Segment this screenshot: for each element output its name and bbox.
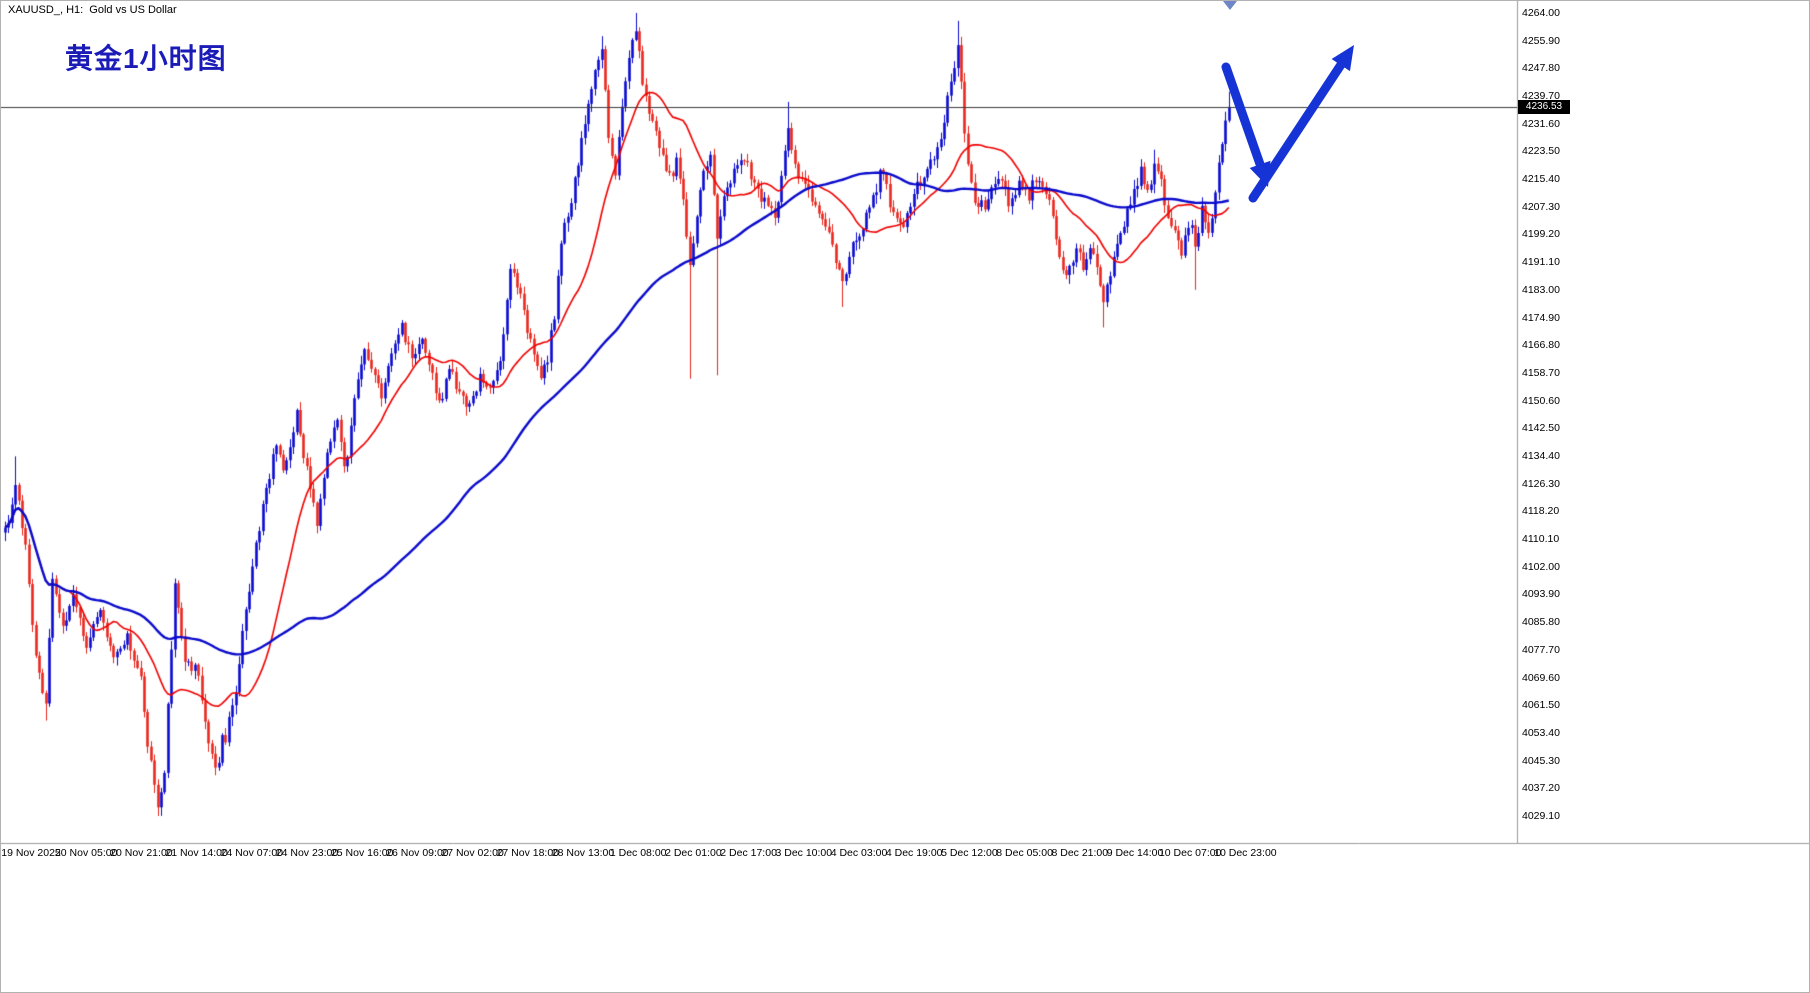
price-tick-label: 4255.90 xyxy=(1522,34,1560,47)
price-tick-label: 4118.20 xyxy=(1522,505,1560,518)
price-tick-label: 4158.70 xyxy=(1522,366,1560,379)
price-tick-label: 4215.40 xyxy=(1522,173,1560,186)
price-tick-label: 4061.50 xyxy=(1522,699,1560,712)
time-tick-label: 24 Nov 07:00 xyxy=(220,847,284,859)
time-tick-label: 21 Nov 14:00 xyxy=(165,847,228,859)
price-tick-label: 4110.10 xyxy=(1522,533,1560,546)
time-tick-label: 4 Dec 19:00 xyxy=(885,847,943,859)
time-tick-label: 26 Nov 09:00 xyxy=(386,847,449,859)
time-tick-label: 1 Dec 08:00 xyxy=(609,847,667,859)
time-tick-label: 4 Dec 03:00 xyxy=(830,847,888,859)
chart-shift-marker-icon[interactable] xyxy=(1223,1,1237,10)
price-tick-label: 4150.60 xyxy=(1522,394,1560,407)
time-tick-label: 27 Nov 02:00 xyxy=(441,847,504,859)
price-tick-label: 4077.70 xyxy=(1522,643,1560,656)
price-tick-label: 4102.00 xyxy=(1522,560,1560,573)
time-tick-label: 20 Nov 05:00 xyxy=(54,847,118,859)
time-tick-label: 3 Dec 10:00 xyxy=(775,847,833,859)
time-tick-label: 27 Nov 18:00 xyxy=(496,847,560,859)
time-tick-label: 2 Dec 01:00 xyxy=(665,847,722,859)
time-tick-label: 9 Dec 14:00 xyxy=(1106,847,1164,859)
price-tick-label: 4174.90 xyxy=(1522,311,1560,324)
price-tick-label: 4069.60 xyxy=(1522,671,1560,684)
price-tick-label: 4239.70 xyxy=(1522,90,1560,103)
time-tick-label: 10 Dec 07:00 xyxy=(1158,847,1222,859)
time-tick-label: 20 Nov 21:00 xyxy=(110,847,173,859)
price-tick-label: 4231.60 xyxy=(1522,117,1560,130)
time-tick-label: 28 Nov 13:00 xyxy=(551,847,615,859)
price-tick-label: 4045.30 xyxy=(1522,754,1560,767)
price-tick-label: 4037.20 xyxy=(1522,782,1560,795)
price-tick-label: 4191.10 xyxy=(1522,256,1560,269)
price-tick-label: 4183.00 xyxy=(1522,283,1560,296)
time-tick-label: 2 Dec 17:00 xyxy=(720,847,777,859)
price-tick-label: 4085.80 xyxy=(1522,616,1560,629)
price-tick-label: 4134.40 xyxy=(1522,450,1560,462)
time-tick-label: 24 Nov 23:00 xyxy=(275,847,339,859)
price-tick-label: 4264.00 xyxy=(1522,6,1560,19)
price-tick-label: 4126.30 xyxy=(1522,477,1560,490)
price-tick-label: 4166.80 xyxy=(1522,339,1560,352)
price-tick-label: 4207.30 xyxy=(1522,200,1560,213)
time-tick-label: 5 Dec 12:00 xyxy=(941,847,998,859)
price-tick-label: 4142.50 xyxy=(1522,422,1560,435)
price-tick-label: 4199.20 xyxy=(1522,228,1560,241)
price-tick-label: 4029.10 xyxy=(1522,809,1560,822)
price-tick-label: 4053.40 xyxy=(1522,726,1560,739)
time-tick-label: 8 Dec 21:00 xyxy=(1051,847,1109,859)
time-tick-label: 10 Dec 23:00 xyxy=(1214,847,1277,859)
current-price-label: 4236.53 xyxy=(1518,99,1570,114)
time-tick-label: 19 Nov 2025 xyxy=(1,847,61,859)
symbol-title: XAUUSD_, H1: Gold vs US Dollar xyxy=(8,4,177,16)
time-tick-label: 25 Nov 16:00 xyxy=(330,847,394,859)
price-tick-label: 4093.90 xyxy=(1522,588,1560,601)
time-tick-label: 8 Dec 05:00 xyxy=(996,847,1053,859)
chart-annotation-title: 黄金1小时图 xyxy=(65,43,227,74)
price-tick-label: 4223.50 xyxy=(1522,145,1560,158)
price-tick-label: 4247.80 xyxy=(1522,62,1560,75)
